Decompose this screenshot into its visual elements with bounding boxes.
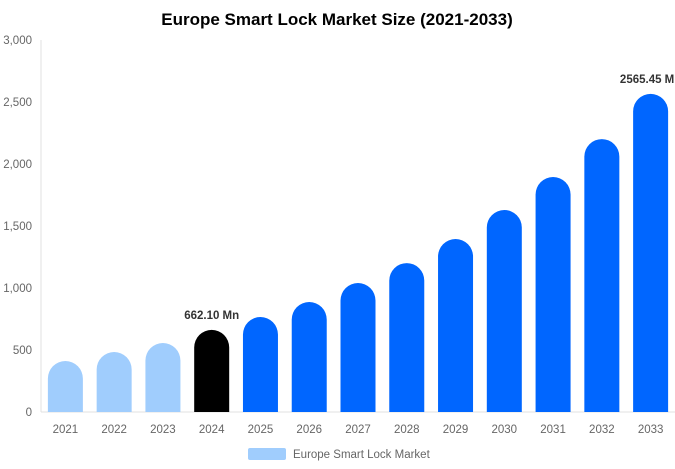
bar-2030[interactable] (486, 210, 522, 412)
y-tick-label: 1,000 (3, 283, 32, 295)
legend[interactable]: Europe Smart Lock Market (248, 448, 431, 461)
x-tick-label: 2024 (199, 424, 225, 436)
x-tick-label: 2026 (296, 424, 322, 436)
x-tick-label: 2021 (53, 424, 79, 436)
x-tick-label: 2025 (248, 424, 274, 436)
bar-2022[interactable] (96, 351, 132, 412)
bar-2024[interactable] (194, 329, 230, 412)
x-tick-label: 2028 (394, 424, 420, 436)
data-label: 662.10 Mn (184, 310, 239, 322)
bar-2032[interactable] (584, 139, 620, 413)
y-tick-label: 1,500 (3, 221, 32, 233)
y-tick-label: 3,000 (3, 35, 32, 47)
y-tick-label: 2,000 (3, 159, 32, 171)
x-tick-label: 2027 (345, 424, 371, 436)
bar-2023[interactable] (145, 343, 181, 412)
legend-label: Europe Smart Lock Market (293, 449, 431, 461)
x-tick-label: 2022 (101, 424, 127, 436)
y-tick-label: 0 (26, 407, 32, 419)
x-tick-label: 2032 (589, 424, 615, 436)
bar-2025[interactable] (242, 317, 278, 412)
x-tick-label: 2030 (492, 424, 518, 436)
bar-2028[interactable] (389, 263, 425, 412)
bar-2033[interactable] (633, 93, 669, 412)
x-tick-label: 2023 (150, 424, 176, 436)
x-tick-label: 2033 (638, 424, 664, 436)
legend-swatch (248, 448, 286, 460)
y-tick-label: 500 (13, 345, 32, 357)
x-tick-label: 2031 (540, 424, 566, 436)
y-tick-label: 2,500 (3, 97, 32, 109)
chart-title: Europe Smart Lock Market Size (2021-2033… (161, 10, 512, 29)
data-label: 2565.45 Mn (620, 74, 675, 86)
bar-2026[interactable] (291, 302, 327, 412)
x-tick-label: 2029 (443, 424, 469, 436)
bar-2027[interactable] (340, 283, 376, 412)
bar-2021[interactable] (47, 361, 83, 412)
bar-2031[interactable] (535, 177, 571, 412)
bar-2029[interactable] (438, 239, 474, 412)
